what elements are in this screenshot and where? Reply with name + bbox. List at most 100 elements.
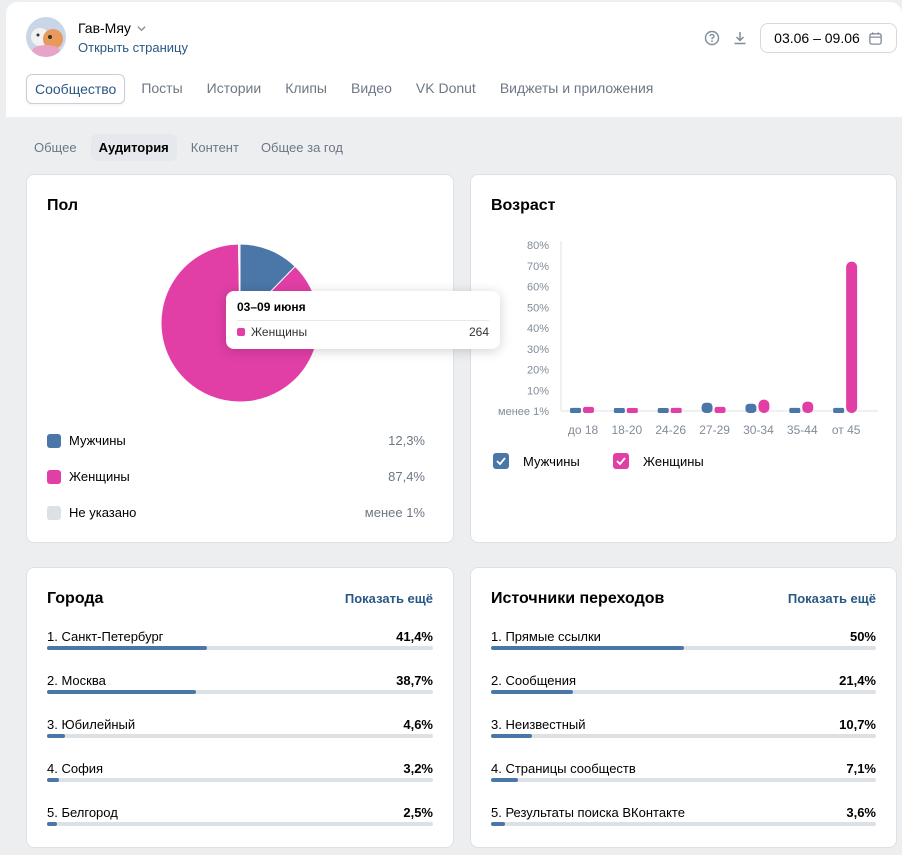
pie-tooltip: 03–09 июня Женщины 264	[226, 291, 500, 349]
tooltip-swatch	[237, 328, 245, 336]
community-header: Гав-Мяу Открыть страницу 03.06 – 09.06 С…	[6, 2, 902, 117]
source-bar-fill	[491, 690, 574, 694]
city-bar-fill	[47, 822, 57, 826]
source-bar-track	[491, 778, 876, 782]
legend-label-women: Женщины	[69, 469, 130, 484]
source-row: 1. Прямые ссылки 50%	[491, 629, 876, 659]
legend-men: Мужчины 12,3%	[47, 433, 425, 448]
age-title: Возраст	[491, 197, 556, 214]
legend-swatch-unknown	[47, 505, 61, 520]
city-value: 4,6%	[403, 717, 433, 732]
cities-show-more-link[interactable]: Показать ещё	[344, 591, 433, 606]
x-tick-label: 18-20	[612, 423, 643, 437]
date-range-text: 03.06 – 09.06	[774, 30, 860, 46]
city-label: 5. Белгород	[47, 805, 118, 820]
source-row: 4. Страницы сообществ 7,1%	[491, 761, 876, 791]
city-value: 3,2%	[403, 761, 433, 776]
source-label: 1. Прямые ссылки	[491, 629, 601, 644]
source-row: 5. Результаты поиска ВКонтакте 3,6%	[491, 805, 876, 835]
group-name-text: Гав-Мяу	[78, 20, 131, 36]
city-label: 2. Москва	[47, 673, 106, 688]
bar-women[interactable]	[626, 408, 638, 413]
source-label: 3. Неизвестный	[491, 717, 586, 732]
community-avatar[interactable]	[26, 17, 66, 57]
y-tick-label: 30%	[527, 344, 549, 356]
city-bar-track	[47, 690, 433, 694]
bar-men[interactable]	[745, 403, 757, 413]
sources-show-more-link[interactable]: Показать ещё	[787, 591, 876, 606]
subtab-content[interactable]: Контент	[190, 140, 239, 155]
help-icon[interactable]	[704, 30, 720, 46]
group-name[interactable]: Гав-Мяу	[78, 20, 146, 36]
legend-women: Женщины 87,4%	[47, 469, 425, 484]
bar-men[interactable]	[657, 408, 669, 413]
city-bar-fill	[47, 778, 60, 782]
age-legend-men[interactable]: Мужчины	[493, 453, 580, 469]
tab-stories[interactable]: Истории	[206, 80, 262, 96]
subtabs-bar: Общее Аудитория Контент Общее за год	[6, 119, 902, 169]
y-tick-label: 70%	[527, 261, 549, 273]
bar-women[interactable]	[670, 407, 682, 413]
bar-men[interactable]	[789, 407, 801, 413]
age-card: Возраст менее 1% 10% 20% 30% 40% 50% 60% 70% 80%…	[470, 174, 897, 543]
tab-community[interactable]: Сообщество	[26, 74, 126, 104]
checkbox-men[interactable]	[493, 453, 509, 469]
source-bar-fill	[491, 734, 533, 738]
city-bar-track	[47, 822, 433, 826]
x-tick-label: от 45	[832, 423, 861, 437]
check-icon	[496, 457, 506, 466]
open-page-link[interactable]: Открыть страницу	[78, 40, 188, 55]
legend-swatch-men	[47, 433, 61, 448]
age-legend-women[interactable]: Женщины	[613, 453, 704, 469]
bar-women[interactable]	[846, 261, 858, 413]
cities-card: Города Показать ещё 1. Санкт-Петербург 41…	[26, 567, 454, 848]
city-value: 38,7%	[396, 673, 433, 688]
city-bar-fill	[47, 690, 197, 694]
tooltip-title: 03–09 июня	[237, 300, 306, 314]
subtab-audience[interactable]: Аудитория	[90, 134, 177, 161]
y-tick-label: 80%	[527, 240, 549, 252]
age-legend-label-men: Мужчины	[523, 453, 580, 469]
age-legend-label-women: Женщины	[643, 453, 704, 469]
bar-women[interactable]	[802, 401, 814, 413]
city-bar-fill	[47, 646, 207, 650]
city-label: 3. Юбилейный	[47, 717, 136, 732]
y-tick-label: 40%	[527, 323, 549, 335]
y-tick-label: 10%	[527, 385, 549, 397]
stats-tabs: Сообщество Посты Истории Клипы Видео VK …	[26, 74, 669, 104]
tooltip-label: Женщины	[251, 325, 308, 339]
tooltip-divider	[237, 320, 489, 321]
calendar-icon	[869, 31, 882, 45]
tab-widgets[interactable]: Виджеты и приложения	[499, 80, 654, 96]
source-bar-track	[491, 734, 876, 738]
checkbox-women[interactable]	[613, 453, 629, 469]
check-icon	[616, 457, 626, 466]
tab-posts[interactable]: Посты	[141, 80, 183, 96]
subtab-year[interactable]: Общее за год	[260, 140, 343, 155]
date-range-picker[interactable]: 03.06 – 09.06	[760, 23, 897, 53]
chevron-down-icon	[137, 25, 146, 31]
source-value: 21,4%	[839, 673, 876, 688]
city-bar-fill	[47, 734, 65, 738]
tab-clips[interactable]: Клипы	[285, 80, 327, 96]
tab-vk-donut[interactable]: VK Donut	[415, 80, 476, 96]
city-row: 4. София 3,2%	[47, 761, 433, 791]
bar-women[interactable]	[714, 406, 726, 413]
source-value: 3,6%	[846, 805, 876, 820]
legend-label-men: Мужчины	[69, 433, 126, 448]
bar-women[interactable]	[583, 406, 594, 413]
bar-men[interactable]	[613, 408, 625, 413]
download-icon[interactable]	[732, 30, 748, 46]
city-row: 1. Санкт-Петербург 41,4%	[47, 629, 433, 659]
tab-video[interactable]: Видео	[350, 80, 392, 96]
x-tick-label: 24-26	[655, 423, 686, 437]
bar-men[interactable]	[570, 407, 581, 413]
bar-men[interactable]	[701, 402, 713, 413]
subtab-general[interactable]: Общее	[34, 140, 77, 155]
age-bar-chart[interactable]: менее 1% 10% 20% 30% 40% 50% 60% 70% 80% до 18 18-…	[471, 233, 896, 443]
x-tick-label: 27-29	[699, 423, 730, 437]
bar-women[interactable]	[758, 399, 770, 413]
source-row: 3. Неизвестный 10,7%	[491, 717, 876, 747]
bar-men[interactable]	[833, 407, 845, 413]
source-bar-fill	[491, 646, 684, 650]
